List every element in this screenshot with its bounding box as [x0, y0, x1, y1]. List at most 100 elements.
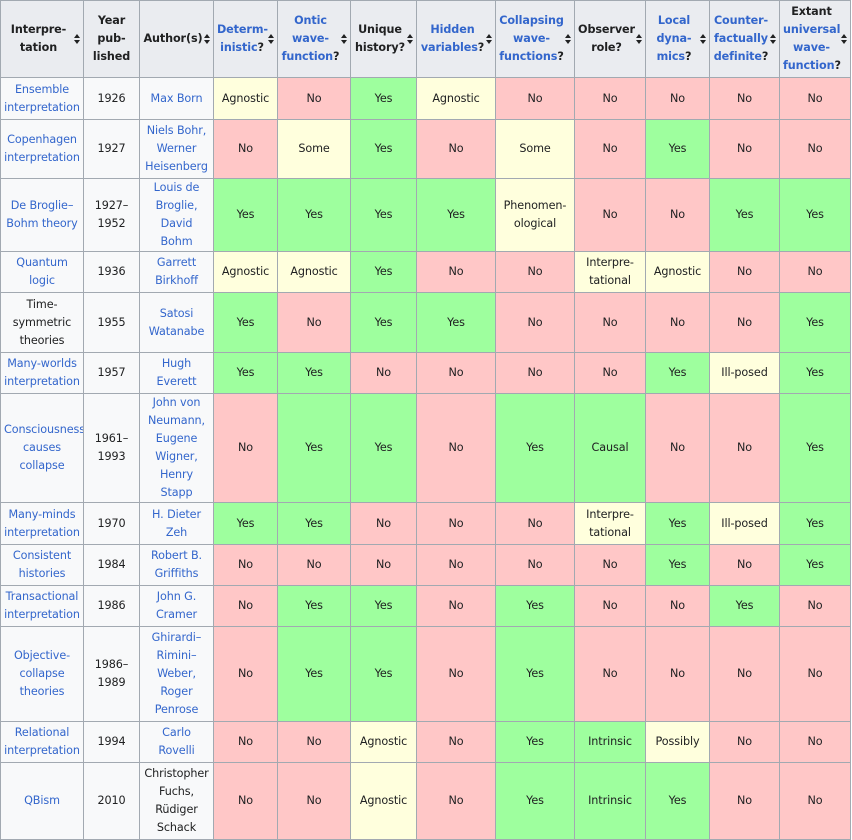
header-deterministic-label[interactable]: Determ-inistic? — [217, 23, 268, 54]
sort-arrows-icon[interactable] — [486, 34, 492, 44]
table-row: Relational interpretation 1994 Carlo Rovelli… — [0, 721, 851, 763]
table-row: QBism 2010 Christopher Fuchs, Rüdiger Schack N… — [0, 762, 851, 840]
header-local-dynamics[interactable]: Local dyna-mics? — [645, 0, 710, 78]
authors-text[interactable]: Carlo Rovelli — [158, 726, 195, 757]
interpretation-name[interactable]: Consciousness causes collapse — [4, 423, 84, 472]
header-authors-label: Author(s) — [143, 32, 203, 45]
header-interpretation[interactable]: Interpre-tation — [0, 0, 84, 78]
sort-arrows-icon[interactable] — [341, 34, 347, 44]
interpretation-cell[interactable]: Ensemble interpretation — [0, 77, 84, 120]
authors-cell[interactable]: Hugh Everett — [139, 352, 214, 394]
observer-role-cell: Interpre-tational — [574, 502, 646, 545]
authors-cell[interactable]: Garrett Birkhoff — [139, 251, 214, 293]
collapsing-wavefunctions-cell: No — [495, 544, 575, 586]
authors-text[interactable]: H. Dieter Zeh — [152, 507, 201, 539]
authors-text[interactable]: Louis de Broglie, David Bohm — [153, 181, 200, 248]
interpretation-name[interactable]: QBism — [24, 794, 60, 807]
authors-text[interactable]: Ghirardi– Rimini– Weber, Roger Penrose — [151, 631, 202, 716]
interpretation-name[interactable]: Copenhagen interpretation — [4, 133, 80, 164]
header-ontic-wavefunction-label[interactable]: Ontic wave-function? — [281, 14, 340, 63]
local-dynamics-cell: Yes — [645, 762, 710, 840]
interpretation-cell[interactable]: De Broglie– Bohm theory — [0, 178, 84, 252]
unique-history-cell: Yes — [350, 393, 417, 503]
authors-cell[interactable]: Carlo Rovelli — [139, 721, 214, 763]
interpretation-name[interactable]: Consistent histories — [12, 549, 72, 580]
header-deterministic[interactable]: Determ-inistic? — [213, 0, 278, 78]
interpretation-name[interactable]: Transactional interpretation — [4, 590, 80, 621]
local-dynamics-cell: No — [645, 626, 710, 722]
authors-text[interactable]: Robert B. Griffiths — [151, 549, 202, 580]
interpretation-cell[interactable]: Objective-collapse theories — [0, 626, 84, 722]
authors-cell[interactable]: Ghirardi– Rimini– Weber, Roger Penrose — [139, 626, 214, 722]
authors-text[interactable]: Hugh Everett — [156, 357, 197, 388]
sort-arrows-icon[interactable] — [841, 34, 847, 44]
hidden-variables-cell: Yes — [416, 292, 496, 353]
ontic-wavefunction-cell: Yes — [277, 178, 351, 252]
unique-history-cell: Yes — [350, 585, 417, 627]
authors-cell[interactable]: Satosi Watanabe — [139, 292, 214, 353]
header-collapsing-wavefunctions-label[interactable]: Collapsing wave-functions? — [499, 14, 564, 63]
header-collapsing-wavefunctions[interactable]: Collapsing wave-functions? — [495, 0, 575, 78]
sort-arrows-icon[interactable] — [204, 34, 210, 44]
header-extant-universal-wavefunction[interactable]: Extant universal wave-function? — [779, 0, 851, 78]
interpretation-name[interactable]: Ensemble interpretation — [4, 82, 80, 114]
header-unique-history[interactable]: Unique history? — [350, 0, 417, 78]
authors-text[interactable]: Garrett Birkhoff — [155, 256, 198, 287]
table-row: Transactional interpretation 1986 John G. Cr… — [0, 585, 851, 627]
interpretation-name[interactable]: Many-minds interpretation — [4, 507, 80, 539]
interpretation-name[interactable]: Objective-collapse theories — [13, 649, 71, 698]
header-hidden-variables[interactable]: Hidden variables? — [416, 0, 496, 78]
authors-cell[interactable]: Niels Bohr, Werner Heisenberg — [139, 119, 214, 179]
authors-text[interactable]: Niels Bohr, Werner Heisenberg — [145, 124, 208, 173]
interpretation-name[interactable]: De Broglie– Bohm theory — [6, 199, 78, 230]
interpretation-name[interactable]: Many-worlds interpretation — [4, 357, 80, 388]
extant-universal-wavefunction-cell: No — [779, 585, 851, 627]
sort-arrows-icon[interactable] — [74, 34, 80, 44]
interpretation-name: Time-symmetric theories — [12, 297, 72, 347]
interpretation-name[interactable]: Relational interpretation — [4, 726, 80, 757]
header-observer-role[interactable]: Observer role? — [574, 0, 646, 78]
sort-arrows-icon[interactable] — [268, 34, 274, 44]
sort-arrows-icon[interactable] — [565, 34, 571, 44]
authors-cell[interactable]: John G. Cramer — [139, 585, 214, 627]
sort-arrows-icon[interactable] — [700, 34, 706, 44]
authors-text[interactable]: Satosi Watanabe — [148, 306, 205, 338]
header-counterfactually-definite[interactable]: Counter-factually definite? — [709, 0, 780, 78]
sort-arrows-icon[interactable] — [770, 34, 776, 44]
authors-text[interactable]: John G. Cramer — [155, 590, 198, 621]
authors-text[interactable]: Max Born — [150, 91, 203, 105]
interpretation-cell[interactable]: Quantum logic — [0, 251, 84, 293]
authors-cell[interactable]: Louis de Broglie, David Bohm — [139, 178, 214, 252]
interpretation-cell[interactable]: Relational interpretation — [0, 721, 84, 763]
authors-cell[interactable]: H. Dieter Zeh — [139, 502, 214, 545]
header-counterfactually-definite-label[interactable]: Counter-factually definite? — [713, 14, 769, 63]
interpretation-cell[interactable]: QBism — [0, 762, 84, 840]
deterministic-cell: Agnostic — [213, 77, 278, 120]
header-local-dynamics-label[interactable]: Local dyna-mics? — [656, 14, 692, 63]
authors-cell[interactable]: Robert B. Griffiths — [139, 544, 214, 586]
interpretation-cell[interactable]: Many-worlds interpretation — [0, 352, 84, 394]
header-extant-universal-wavefunction-label[interactable]: Extant universal wave-function? — [783, 5, 841, 72]
header-ontic-wavefunction[interactable]: Ontic wave-function? — [277, 0, 351, 78]
authors-cell: Christopher Fuchs, Rüdiger Schack — [139, 762, 214, 840]
interpretation-cell[interactable]: Consciousness causes collapse — [0, 393, 84, 503]
interpretation-cell[interactable]: Many-minds interpretation — [0, 502, 84, 545]
interpretation-cell[interactable]: Copenhagen interpretation — [0, 119, 84, 179]
collapsing-wavefunctions-cell: Yes — [495, 626, 575, 722]
interpretation-cell[interactable]: Consistent histories — [0, 544, 84, 586]
interpretation-name[interactable]: Quantum logic — [16, 256, 68, 287]
deterministic-cell: No — [213, 762, 278, 840]
header-authors[interactable]: Author(s) — [139, 0, 214, 78]
authors-text[interactable]: John von Neumann, Eugene Wigner, Henry Stapp — [147, 396, 206, 499]
year-cell: 2010 — [83, 762, 140, 840]
counterfactually-definite-cell: Yes — [709, 585, 780, 627]
counterfactually-definite-cell: No — [709, 77, 780, 120]
local-dynamics-cell: Agnostic — [645, 251, 710, 293]
authors-cell[interactable]: John von Neumann, Eugene Wigner, Henry Stapp — [139, 393, 214, 503]
interpretation-cell[interactable]: Transactional interpretation — [0, 585, 84, 627]
authors-cell[interactable]: Max Born — [139, 77, 214, 120]
sort-arrows-icon[interactable] — [636, 34, 642, 44]
observer-role-cell: Causal — [574, 393, 646, 503]
header-hidden-variables-label[interactable]: Hidden variables? — [420, 23, 485, 54]
sort-arrows-icon[interactable] — [407, 34, 413, 44]
